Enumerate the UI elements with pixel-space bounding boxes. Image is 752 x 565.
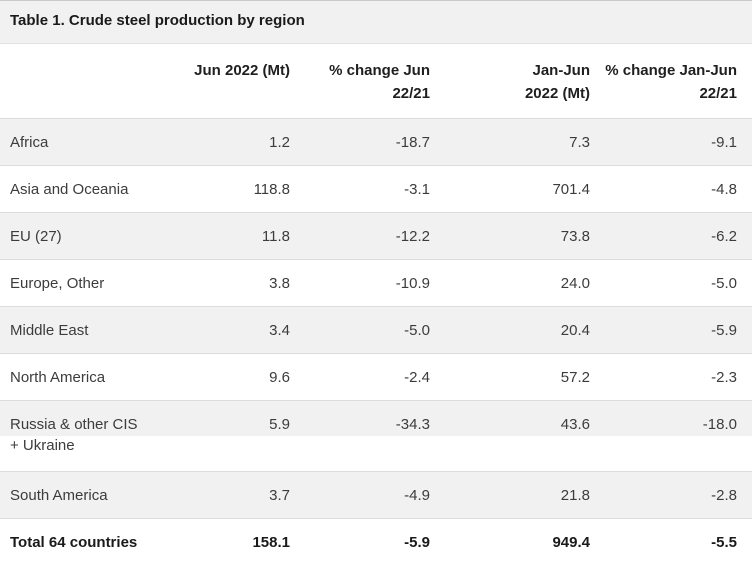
table-row: Europe, Other 3.8 -10.9 24.0 -5.0 — [0, 258, 752, 306]
value-cell: -2.8 — [605, 470, 752, 518]
column-header-jan-jun-2022-mt: Jan-Jun 2022 (Mt) — [524, 62, 590, 103]
value-cell: 158.1 — [190, 517, 305, 565]
region-cell: North America — [0, 352, 190, 400]
region-cell: Europe, Other — [0, 258, 190, 306]
table-row: Total 64 countries 158.1 -5.9 949.4 -5.5 — [0, 517, 752, 565]
region-cell: Asia and Oceania — [0, 164, 190, 212]
value-cell: -3.1 — [305, 164, 445, 212]
value-cell: -18.0 — [605, 399, 752, 436]
value-cell: -18.7 — [305, 117, 445, 165]
value-cell: -10.9 — [305, 258, 445, 306]
table-title: Table 1. Crude steel production by regio… — [10, 12, 305, 29]
column-header-region — [0, 44, 190, 118]
value-cell: -5.9 — [605, 305, 752, 353]
value-cell: -9.1 — [605, 117, 752, 165]
value-cell: 24.0 — [445, 258, 605, 306]
crude-steel-production-table: Jun 2022 (Mt) % change Jun 22/21 Jan-Jun… — [0, 44, 752, 565]
value-cell: 1.2 — [190, 117, 305, 165]
value-cell: 21.8 — [445, 470, 605, 518]
value-cell: 3.7 — [190, 470, 305, 518]
table-row: Middle East 3.4 -5.0 20.4 -5.9 — [0, 305, 752, 353]
table-row: Russia & other CIS 5.9 -34.3 43.6 -18.0 — [0, 399, 752, 436]
value-cell: 11.8 — [190, 211, 305, 259]
value-cell: 9.6 — [190, 352, 305, 400]
table-row: EU (27) 11.8 -12.2 73.8 -6.2 — [0, 211, 752, 259]
value-cell: -6.2 — [605, 211, 752, 259]
region-cell: South America — [0, 470, 190, 518]
table-row: Asia and Oceania 118.8 -3.1 701.4 -4.8 — [0, 164, 752, 212]
value-cell-empty — [305, 435, 445, 471]
table-row: South America 3.7 -4.9 21.8 -2.8 — [0, 470, 752, 518]
region-cell: Total 64 countries — [0, 517, 190, 565]
value-cell: 118.8 — [190, 164, 305, 212]
region-cell: Middle East — [0, 305, 190, 353]
region-cell: EU (27) — [0, 211, 190, 259]
value-cell: 949.4 — [445, 517, 605, 565]
value-cell: 7.3 — [445, 117, 605, 165]
table-row-continuation: + Ukraine — [0, 435, 752, 471]
value-cell-empty — [605, 435, 752, 471]
value-cell: 73.8 — [445, 211, 605, 259]
value-cell: 57.2 — [445, 352, 605, 400]
region-cell-line2: + Ukraine — [0, 435, 190, 471]
value-cell: 3.4 — [190, 305, 305, 353]
table-row: Africa 1.2 -18.7 7.3 -9.1 — [0, 117, 752, 165]
value-cell: -5.5 — [605, 517, 752, 565]
value-cell: 701.4 — [445, 164, 605, 212]
value-cell: 20.4 — [445, 305, 605, 353]
value-cell: -4.8 — [605, 164, 752, 212]
value-cell: -5.9 — [305, 517, 445, 565]
value-cell: 3.8 — [190, 258, 305, 306]
table-row: North America 9.6 -2.4 57.2 -2.3 — [0, 352, 752, 400]
value-cell: -2.3 — [605, 352, 752, 400]
value-cell: -5.0 — [305, 305, 445, 353]
value-cell: -2.4 — [305, 352, 445, 400]
value-cell: 5.9 — [190, 399, 305, 436]
value-cell-empty — [190, 435, 305, 471]
value-cell: -34.3 — [305, 399, 445, 436]
region-cell: Africa — [0, 117, 190, 165]
table-title-bar: Table 1. Crude steel production by regio… — [0, 0, 752, 44]
column-header-pct-change-jun: % change Jun 22/21 — [329, 62, 430, 103]
value-cell: -5.0 — [605, 258, 752, 306]
region-cell: Russia & other CIS — [0, 399, 190, 436]
value-cell: -12.2 — [305, 211, 445, 259]
column-header-pct-change-jan-jun: % change Jan-Jun 22/21 — [605, 62, 737, 103]
value-cell-empty — [445, 435, 605, 471]
value-cell: 43.6 — [445, 399, 605, 436]
header-row: Jun 2022 (Mt) % change Jun 22/21 Jan-Jun… — [0, 44, 752, 118]
value-cell: -4.9 — [305, 470, 445, 518]
column-header-jun-2022-mt: Jun 2022 (Mt) — [194, 62, 290, 79]
table-body: Africa 1.2 -18.7 7.3 -9.1 Asia and Oceania 118… — [0, 117, 752, 565]
